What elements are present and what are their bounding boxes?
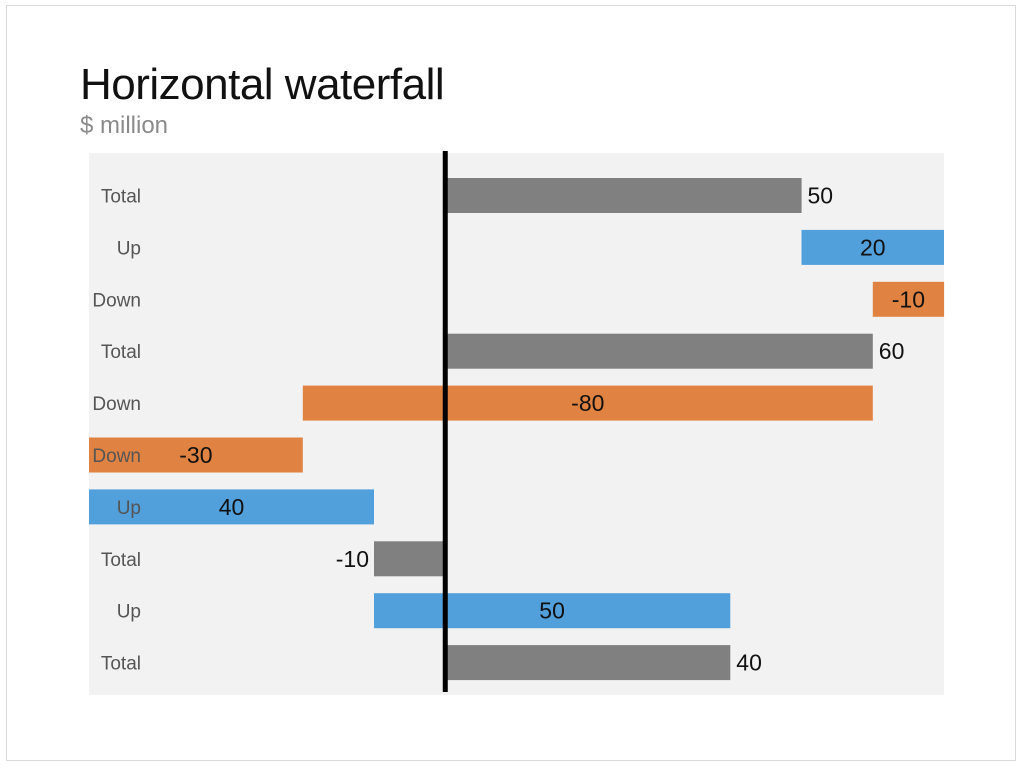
bar-total-10 bbox=[445, 645, 731, 681]
value-label: 60 bbox=[879, 338, 905, 364]
category-label: Total bbox=[101, 187, 141, 208]
value-label: 40 bbox=[736, 650, 762, 676]
chart-title: Horizontal waterfall bbox=[80, 60, 445, 109]
bar-total-1 bbox=[445, 178, 802, 213]
value-label: 20 bbox=[860, 234, 886, 260]
bar-up-7 bbox=[89, 489, 374, 525]
bar-total-4 bbox=[445, 333, 873, 369]
bar-total-8 bbox=[374, 541, 446, 577]
value-label: 50 bbox=[808, 183, 834, 209]
category-label: Down bbox=[92, 290, 141, 311]
category-label: Up bbox=[117, 602, 141, 623]
value-label: 50 bbox=[539, 598, 565, 624]
labels-group: Total 50 Up 20 Down -10 Total 60 Down -80 Down -30 U… bbox=[92, 183, 925, 676]
category-label: Down bbox=[92, 446, 141, 467]
bar-down-6 bbox=[89, 437, 303, 473]
category-label: Total bbox=[101, 654, 141, 675]
category-label: Total bbox=[101, 550, 141, 571]
value-label: -80 bbox=[571, 390, 604, 416]
bar-up-2 bbox=[801, 229, 944, 265]
category-label: Up bbox=[117, 238, 141, 259]
value-label: 40 bbox=[219, 494, 245, 520]
value-label: -10 bbox=[892, 286, 925, 312]
value-label: -10 bbox=[336, 546, 369, 572]
bar-down-5 bbox=[302, 385, 873, 421]
chart-subtitle: $ million bbox=[80, 112, 169, 139]
category-label: Down bbox=[92, 394, 141, 415]
value-label: -30 bbox=[179, 442, 212, 468]
bars-group bbox=[89, 178, 945, 681]
category-label: Up bbox=[117, 498, 141, 519]
bar-down-3 bbox=[872, 281, 945, 317]
category-label: Total bbox=[101, 342, 141, 363]
bar-up-9 bbox=[374, 593, 731, 629]
